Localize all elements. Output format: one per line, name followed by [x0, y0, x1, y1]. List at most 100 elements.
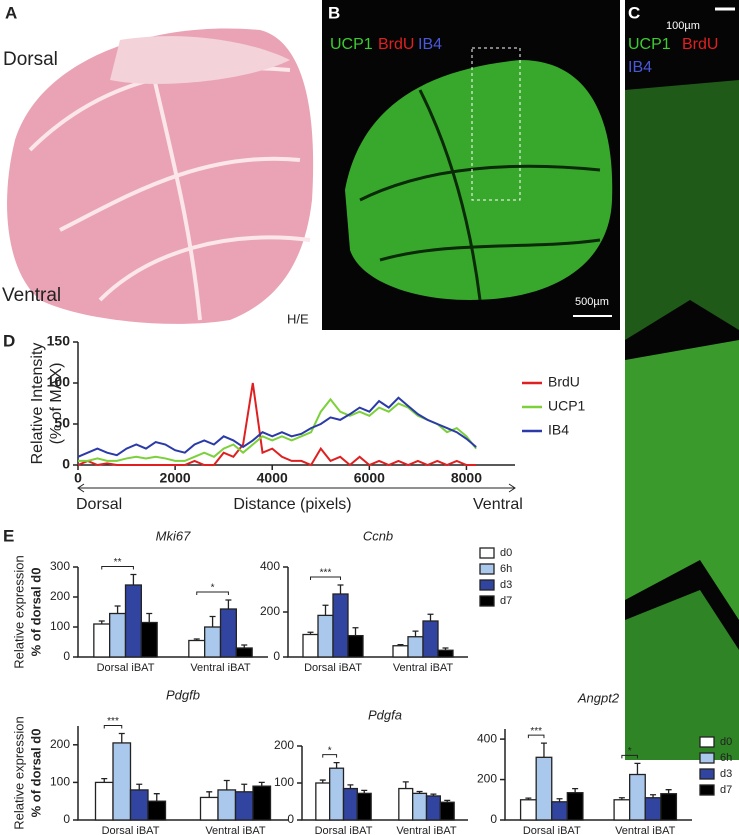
error-bar	[322, 604, 329, 616]
bar	[302, 633, 319, 658]
bar	[613, 799, 631, 821]
chart-title: Pdgfa	[368, 707, 402, 722]
bar	[329, 767, 345, 821]
y-axis-label: Relative expression	[11, 555, 26, 668]
y-tick-label: 100	[274, 775, 294, 789]
y-axis-label: (% of MAX)	[48, 363, 65, 445]
legend-swatch	[479, 595, 495, 607]
chart-title: Pdgfb	[166, 687, 200, 702]
bar	[112, 742, 132, 821]
y-axis-label: Relative expression	[11, 716, 26, 829]
legend-swatch	[479, 563, 495, 575]
channel-label: UCP1	[628, 36, 671, 53]
bar	[407, 636, 424, 658]
legend-label: 6h	[500, 563, 512, 575]
error-bar	[225, 599, 232, 609]
x-tick-label: Ventral iBAT	[396, 825, 457, 835]
bar	[660, 793, 678, 821]
x-tick-label: Dorsal iBAT	[523, 825, 581, 835]
legend-label: d7	[500, 595, 512, 607]
y-tick-label: 400	[477, 731, 497, 745]
he-section	[7, 28, 314, 324]
panel-label: E	[3, 526, 14, 545]
y-axis-label: Relative Intensity	[29, 343, 46, 465]
x-tick-label: Ventral iBAT	[205, 825, 266, 835]
bar	[217, 789, 237, 821]
x-tick-label: 6000	[354, 470, 385, 486]
bar	[109, 612, 127, 658]
bar	[252, 785, 272, 821]
x-tick-label: Dorsal iBAT	[304, 662, 362, 674]
tissue-signal	[625, 590, 739, 760]
scale-label: 100µm	[666, 20, 700, 32]
significance-bracket	[310, 576, 341, 580]
error-bar	[146, 612, 153, 623]
significance-label: *	[628, 746, 632, 757]
significance-label: **	[114, 557, 122, 568]
panel-label: D	[3, 331, 15, 350]
y-tick-label: 400	[260, 559, 280, 573]
error-bar	[241, 783, 248, 792]
significance-label: *	[328, 745, 332, 756]
panel-label: C	[628, 3, 640, 22]
bar	[519, 799, 537, 821]
significance-bracket	[527, 734, 545, 739]
legend-swatch	[699, 736, 715, 748]
x-tick-label: 4000	[257, 470, 288, 486]
bar	[551, 801, 568, 821]
significance-bracket	[196, 591, 229, 595]
y-axis-label: % of dorsal d0	[28, 568, 43, 657]
bar	[535, 756, 553, 821]
legend-swatch	[479, 579, 495, 591]
bar	[412, 792, 428, 821]
bar	[204, 626, 222, 658]
chart-title: Angpt2	[577, 690, 620, 705]
error-bar	[412, 630, 419, 637]
x-axis-label: Distance (pixels)	[233, 496, 351, 513]
legend-label: d3	[720, 768, 732, 780]
error-bar	[130, 573, 137, 585]
bar	[147, 800, 167, 821]
y-tick-label: 0	[62, 456, 70, 472]
panel-label: B	[328, 3, 340, 22]
significance-bracket	[101, 566, 134, 570]
y-tick-label: 0	[490, 812, 497, 826]
x-start-label: Dorsal	[76, 496, 122, 513]
error-bar	[118, 732, 125, 743]
error-bar	[540, 742, 547, 758]
error-bar	[427, 613, 434, 621]
chart-title: Mki67	[156, 528, 191, 543]
orientation-label: Dorsal	[3, 49, 58, 70]
y-tick-label: 150	[47, 333, 71, 349]
bar	[124, 584, 142, 658]
error-bar	[572, 788, 579, 793]
x-tick-label: 2000	[160, 470, 191, 486]
bar	[93, 623, 111, 658]
inset-box	[471, 47, 521, 201]
bar	[234, 791, 254, 821]
bar	[317, 614, 334, 658]
bar	[356, 792, 372, 821]
y-tick-label: 50	[54, 415, 70, 431]
tissue-signal	[345, 60, 613, 300]
x-tick-label: 8000	[451, 470, 482, 486]
error-bar	[136, 783, 143, 790]
channel-label: BrdU	[378, 36, 414, 53]
chart-title: Ccnb	[363, 528, 393, 543]
bar	[94, 781, 114, 821]
significance-label: *	[211, 583, 215, 594]
error-bar	[665, 789, 672, 794]
bar	[566, 792, 584, 821]
orientation-label: Ventral	[2, 285, 61, 306]
bar	[199, 796, 219, 821]
y-tick-label: 200	[50, 589, 70, 603]
significance-label: ***	[107, 716, 119, 727]
he-texture	[28, 59, 311, 321]
significance-label: ***	[530, 726, 542, 737]
error-bar	[333, 762, 340, 769]
legend-label: 6h	[720, 752, 732, 764]
bar	[140, 621, 158, 658]
bar	[392, 645, 409, 658]
tissue-signal	[625, 340, 739, 620]
